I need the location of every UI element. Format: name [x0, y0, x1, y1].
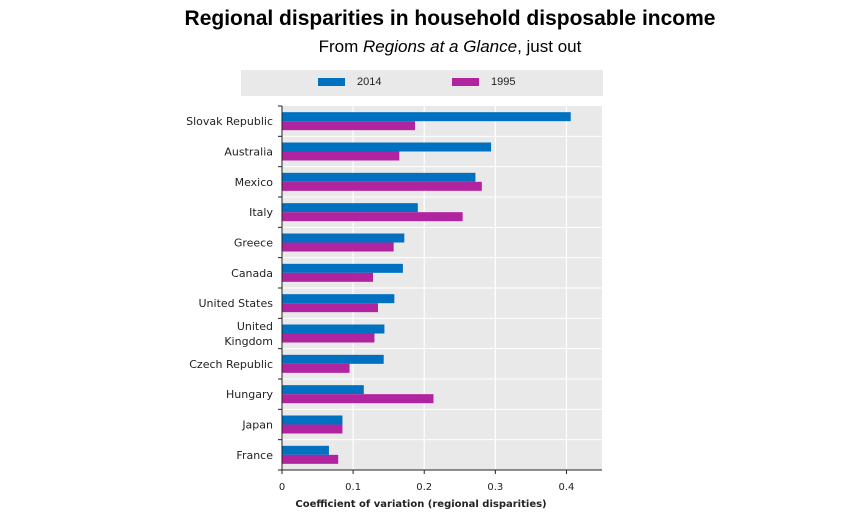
legend-item-1995: 1995: [452, 76, 515, 88]
bar-1995: [282, 151, 400, 161]
category-label: France: [236, 449, 273, 462]
category-label: Hungary: [226, 388, 273, 401]
subtitle-suffix: , just out: [517, 37, 582, 56]
category-label: United: [237, 320, 273, 333]
bar-2014: [282, 324, 385, 334]
subtitle-prefix: From: [318, 37, 364, 56]
bar-1995: [282, 303, 378, 313]
legend-label-1995: 1995: [491, 76, 516, 88]
category-label: Australia: [224, 146, 273, 159]
category-label: Slovak Republic: [186, 115, 273, 128]
bar-1995: [282, 242, 394, 252]
bar-2014: [282, 203, 418, 213]
x-tick-label: 0.3: [487, 482, 503, 493]
bar-2014: [282, 294, 395, 304]
subtitle-source: Regions at a Glance: [363, 37, 518, 56]
category-label: Mexico: [235, 176, 274, 189]
category-label: Italy: [249, 206, 273, 219]
category-label: Greece: [234, 237, 273, 250]
bar-1995: [282, 394, 434, 404]
x-tick-label: 0.1: [345, 482, 361, 493]
legend-swatch-1995: [452, 78, 479, 87]
category-label: Kingdom: [224, 335, 273, 348]
x-tick-label: 0.4: [558, 482, 574, 493]
bar-1995: [282, 212, 463, 222]
x-axis-label: Coefficient of variation (regional dispa…: [295, 499, 546, 510]
category-label: Canada: [231, 267, 273, 280]
bar-2014: [282, 142, 492, 152]
bar-1995: [282, 363, 350, 373]
bar-2014: [282, 263, 403, 273]
bar-2014: [282, 385, 364, 395]
x-tick-label: 0: [279, 482, 285, 493]
legend-item-2014: 2014: [318, 76, 381, 88]
legend-swatch-2014: [318, 78, 345, 87]
bar-2014: [282, 415, 343, 425]
category-label: Japan: [241, 419, 273, 432]
category-label: Czech Republic: [189, 358, 273, 371]
bar-1995: [282, 181, 482, 191]
x-tick-label: 0.2: [416, 482, 432, 493]
chart-title: Regional disparities in household dispos…: [184, 7, 716, 30]
chart-subtitle: From Regions at a Glance, just out: [0, 37, 844, 57]
bar-2014: [282, 172, 476, 182]
bar-2014: [282, 354, 384, 364]
legend-label-2014: 2014: [357, 76, 382, 88]
bar-2014: [282, 445, 329, 455]
bar-1995: [282, 333, 375, 343]
chart-legend: 2014 1995: [241, 70, 603, 96]
bar-2014: [282, 233, 405, 243]
bar-1995: [282, 272, 374, 282]
bar-1995: [282, 454, 339, 464]
category-label: United States: [199, 297, 274, 310]
bar-2014: [282, 112, 571, 122]
bar-1995: [282, 424, 343, 434]
bar-1995: [282, 121, 415, 131]
